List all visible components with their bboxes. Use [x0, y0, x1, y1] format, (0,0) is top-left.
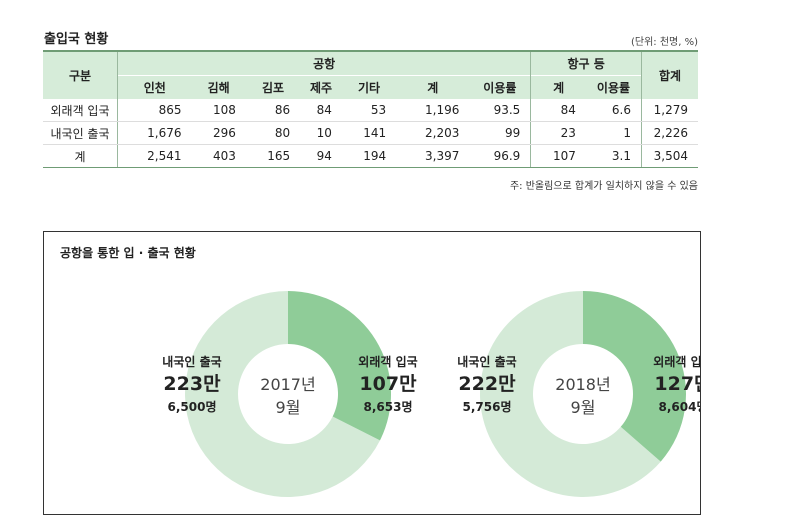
table-cell: 80: [245, 121, 301, 145]
col-header-gimhae: 김해: [191, 75, 246, 99]
port-group-header: 항구 등: [530, 50, 642, 76]
donut-slice-inbound: [583, 291, 686, 462]
page-title: 출입국 현황: [44, 32, 109, 47]
donut-center-month: 9월: [276, 398, 301, 417]
outbound-people-label: 6,500명: [168, 400, 217, 414]
table-cell: 403: [191, 144, 246, 168]
inbound-value-label: 107만: [359, 373, 417, 395]
table-cell: 107: [530, 144, 586, 168]
airport-group-header: 공항: [116, 50, 531, 76]
table-cell: 84: [300, 99, 342, 122]
donut-center-year: 2018년: [555, 375, 610, 394]
table-row: 내국인 출국 1,676 296 80 10 141 2,203 99 23 1 2,226: [43, 121, 698, 145]
total-header: 합계: [641, 50, 698, 99]
col-header-jeju: 제주: [300, 75, 342, 99]
data-table: 구분 공항 항구 등 합계 인천 김해 김포 제주 기타 계 이용률 계 이용률…: [43, 50, 698, 168]
row-label: 외래객 입국: [43, 99, 118, 122]
table-cell: 3.1: [585, 144, 642, 168]
donut-charts: 2017년 9월 내국인 출국 223만 6,500명 외래객 입국 107만 8,653명 2…: [162, 291, 701, 497]
table-note: 주: 반올림으로 합계가 일치하지 않을 수 있음: [509, 181, 698, 192]
col-header-port-rate: 이용률: [585, 75, 642, 99]
table-cell: 296: [191, 121, 246, 145]
donut-center-year: 2017년: [260, 375, 315, 394]
table-cell: 86: [245, 99, 301, 122]
col-header-incheon: 인천: [116, 75, 192, 99]
outbound-value-label: 223만: [163, 373, 221, 395]
table-row: 계 2,541 403 165 94 194 3,397 96.9 107 3.1 3,504: [43, 144, 698, 168]
donut-slice-inbound: [288, 291, 391, 441]
table-cell: 10: [300, 121, 342, 145]
table-cell: 3,397: [396, 144, 470, 168]
table-cell: 93.5: [469, 99, 531, 122]
inbound-people-label: 8,653명: [364, 400, 413, 414]
col-header-airport-sum: 계: [396, 75, 470, 99]
donut-chart-panel: 공항을 통한 입 · 출국 현황 2017년 9월 내국인 출국 223만 6,500명…: [43, 231, 701, 515]
table-cell: 94: [300, 144, 342, 168]
col-header-port-sum: 계: [530, 75, 586, 99]
unit-label: (단위: 천명, %): [630, 37, 698, 48]
row-label: 계: [43, 144, 118, 168]
inbound-label: 외래객 입국: [653, 354, 700, 369]
col-header-airport-rate: 이용률: [469, 75, 531, 99]
table-cell: 108: [191, 99, 246, 122]
table-cell: 1,676: [116, 121, 192, 145]
col-group-header: 구분: [43, 50, 118, 99]
table-cell: 1,196: [396, 99, 470, 122]
table-cell: 2,541: [116, 144, 192, 168]
table-cell: 2,226: [641, 121, 698, 145]
col-header-other: 기타: [341, 75, 397, 99]
table-cell: 1: [585, 121, 642, 145]
table-cell: 141: [341, 121, 397, 145]
table-cell: 53: [341, 99, 397, 122]
chart-title: 공항을 통한 입 · 출국 현황: [60, 246, 196, 260]
table-cell: 23: [530, 121, 586, 145]
donut-slice-outbound: [480, 291, 661, 497]
donut-slice-outbound: [185, 291, 380, 497]
inbound-people-label: 8,604명: [659, 400, 701, 414]
table-row: 외래객 입국 865 108 86 84 53 1,196 93.5 84 6.6 1,279: [43, 99, 698, 122]
inbound-label: 외래객 입국: [358, 354, 417, 369]
donut-center-month: 9월: [571, 398, 596, 417]
table-cell: 3,504: [641, 144, 698, 168]
outbound-value-label: 222만: [458, 373, 516, 395]
outbound-people-label: 5,756명: [463, 400, 512, 414]
col-header-gimpo: 김포: [245, 75, 301, 99]
table-cell: 99: [469, 121, 531, 145]
table-cell: 194: [341, 144, 397, 168]
table-cell: 6.6: [585, 99, 642, 122]
outbound-label: 내국인 출국: [457, 354, 516, 369]
table-cell: 2,203: [396, 121, 470, 145]
row-label: 내국인 출국: [43, 121, 118, 145]
table-cell: 84: [530, 99, 586, 122]
outbound-label: 내국인 출국: [162, 354, 221, 369]
table-cell: 165: [245, 144, 301, 168]
table-cell: 96.9: [469, 144, 531, 168]
table-cell: 1,279: [641, 99, 698, 122]
table-cell: 865: [116, 99, 192, 122]
inbound-value-label: 127만: [654, 373, 700, 395]
